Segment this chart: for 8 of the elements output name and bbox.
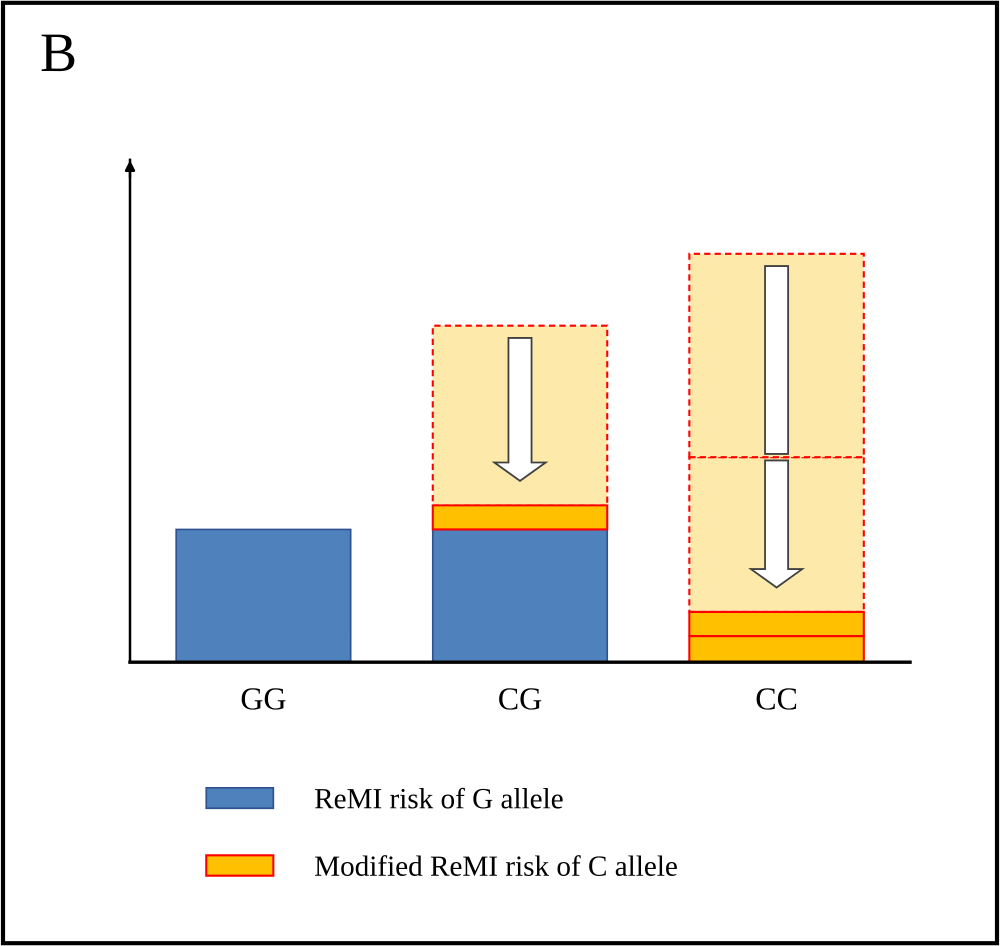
legend-label: Modified ReMI risk of C allele <box>315 855 677 876</box>
x-tick-label: CG <box>499 688 542 710</box>
x-tick-label: GG <box>242 688 286 710</box>
legend-label: ReMI risk of G allele <box>315 788 563 809</box>
x-tick-label: CC <box>756 688 796 710</box>
chart-title: B <box>42 34 74 72</box>
bar <box>432 528 608 662</box>
bar <box>175 528 352 662</box>
